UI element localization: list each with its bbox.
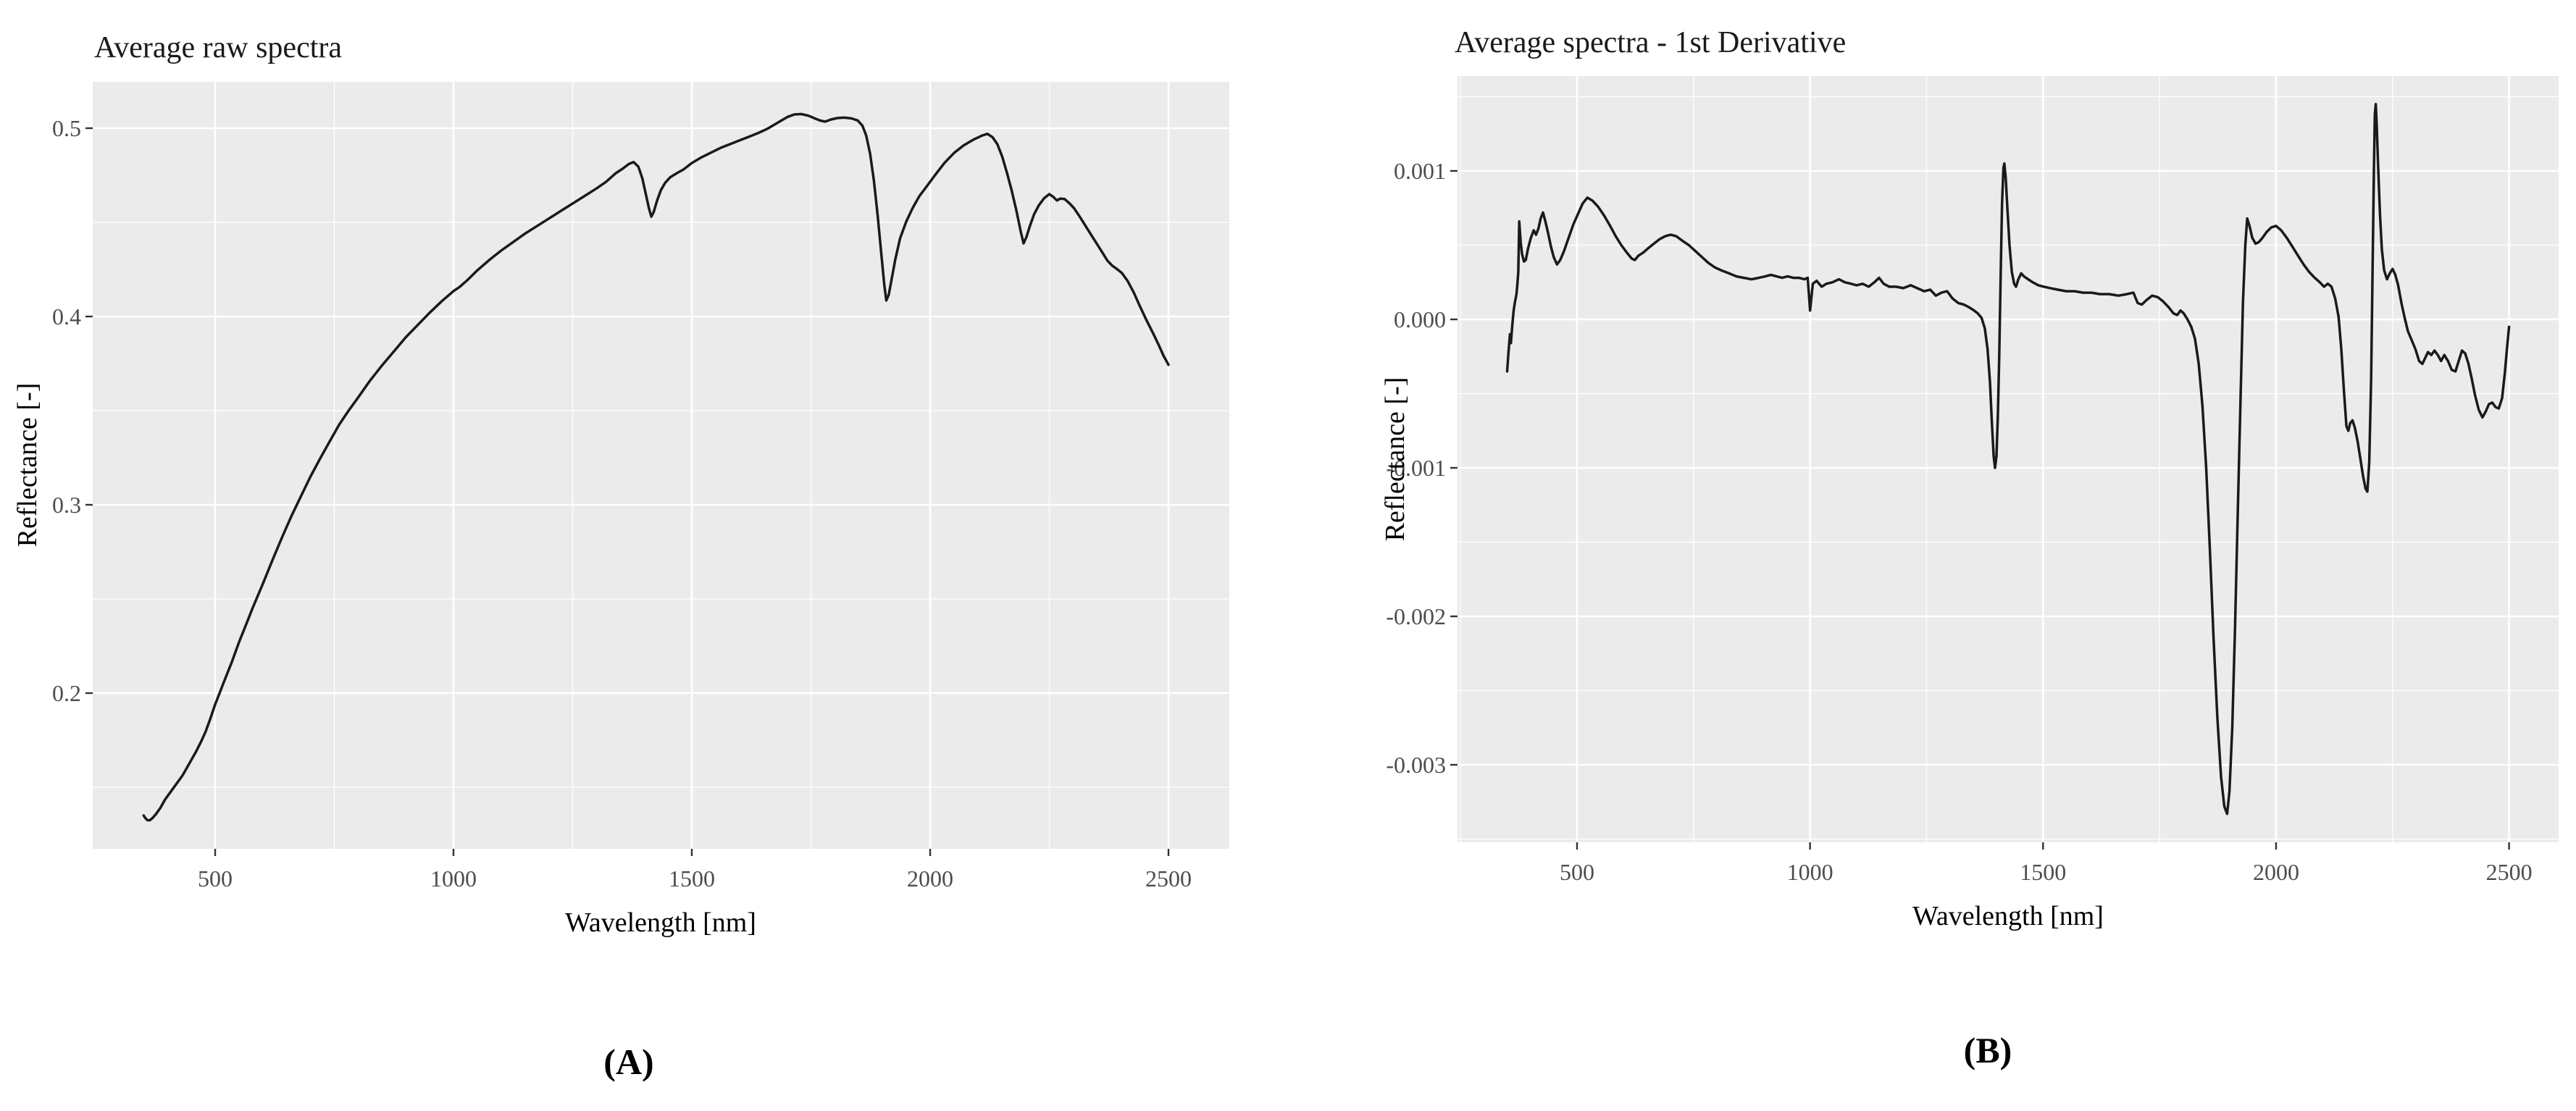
x-tick-label: 500 — [198, 865, 233, 892]
x-tick-label: 1000 — [1787, 859, 1833, 885]
spectrum-line — [1505, 103, 2511, 816]
y-tick-label: 0.001 — [1394, 158, 1446, 184]
chart-a-title: Average raw spectra — [94, 31, 343, 64]
x-tick-label: 2000 — [2253, 859, 2299, 885]
chart-a-y-axis-title: Reflectance [-] — [12, 382, 43, 548]
y-tick-label: -0.001 — [1386, 455, 1446, 481]
y-tick-label: 0.2 — [52, 680, 81, 706]
x-tick-label: 1500 — [2020, 859, 2066, 885]
x-tick-label: 1000 — [430, 865, 477, 892]
x-tick-label: 2500 — [1145, 865, 1192, 892]
caption-panel-b: (B) — [1963, 1030, 2012, 1070]
y-tick-label: 0.000 — [1394, 306, 1446, 332]
y-tick-label: 0.3 — [52, 492, 81, 518]
x-tick-label: 500 — [1560, 859, 1594, 885]
y-tick-label: 0.4 — [52, 303, 81, 330]
chart-b-title: Average spectra - 1st Derivative — [1455, 26, 1847, 59]
chart-a-x-axis-title: Wavelength [nm] — [565, 907, 756, 938]
plot-panel — [93, 82, 1229, 849]
x-tick-label: 2500 — [2486, 859, 2533, 885]
x-tick-label: 1500 — [669, 865, 715, 892]
spectrum-line — [142, 112, 1170, 822]
chart-b-x-axis-title: Wavelength [nm] — [1912, 901, 2104, 931]
y-tick-label: -0.003 — [1386, 752, 1446, 778]
y-tick-label: -0.002 — [1386, 603, 1446, 629]
chart-b-y-axis-title: Reflectance [-] — [1380, 377, 1410, 542]
plot-panel — [1458, 76, 2559, 842]
y-tick-label: 0.5 — [52, 115, 81, 141]
caption-panel-a: (A) — [603, 1041, 654, 1082]
x-tick-label: 2000 — [907, 865, 953, 892]
